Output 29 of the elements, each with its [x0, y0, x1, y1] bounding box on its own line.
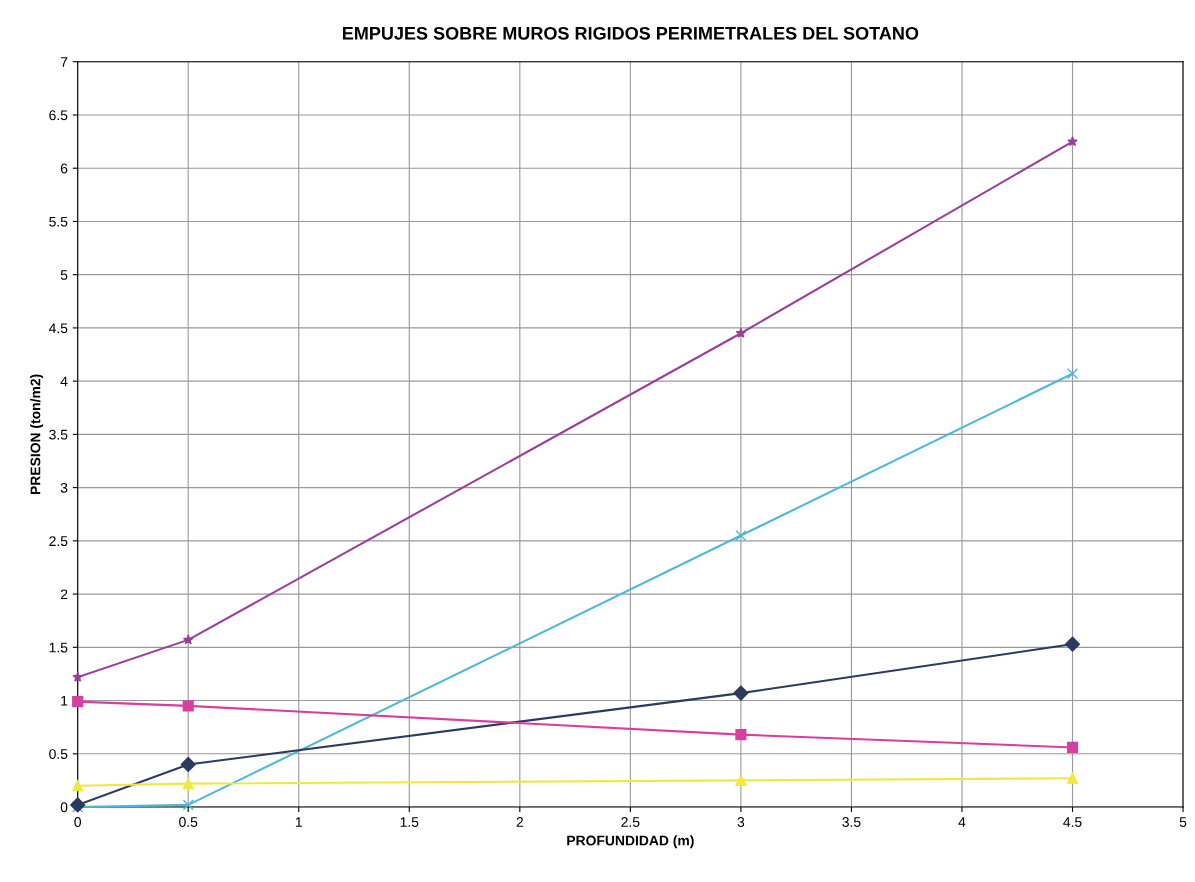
x-tick-label: 2.5 [621, 817, 640, 827]
y-tick-label: 1 [61, 696, 68, 706]
y-tick-label: 2.5 [49, 536, 68, 547]
y-tick-label: 5 [60, 270, 68, 280]
chart-title: EMPUJES SOBRE MUROS RIGIDOS PERIMETRALES DEL SOTANO [342, 26, 919, 40]
x-tick-label: 1.5 [400, 817, 419, 827]
x-tick-label: 1 [295, 817, 302, 827]
x-tick-label: 3 [737, 817, 745, 827]
x-tick-label: 3.5 [842, 817, 861, 827]
y-tick-label: 6 [60, 163, 68, 174]
y-tick-label: 3.5 [49, 429, 68, 440]
y-tick-label: 4 [60, 376, 68, 387]
y-tick-label: 4.5 [48, 323, 68, 334]
x-tick-label: 4.5 [1063, 817, 1082, 827]
y-axis-title: PRESION (ton/m2) [30, 374, 44, 495]
y-tick-label: 3 [60, 482, 68, 493]
x-tick-label: 0.5 [179, 817, 198, 827]
y-tick-label: 6.5 [49, 110, 68, 121]
x-tick-label: 4 [958, 817, 966, 827]
y-tick-label: 5.5 [49, 216, 68, 227]
y-tick-label: 0.5 [49, 749, 68, 759]
x-tick-label: 2 [516, 817, 523, 827]
y-tick-label: 1.5 [49, 642, 68, 653]
y-tick-label: 7 [60, 57, 68, 67]
x-axis-title: PROFUNDIDAD (m) [567, 835, 694, 849]
y-tick-label: 0 [60, 802, 68, 813]
x-tick-label: 0 [74, 817, 81, 827]
y-tick-label: 2 [60, 589, 68, 600]
x-tick-label: 5 [1179, 817, 1187, 827]
